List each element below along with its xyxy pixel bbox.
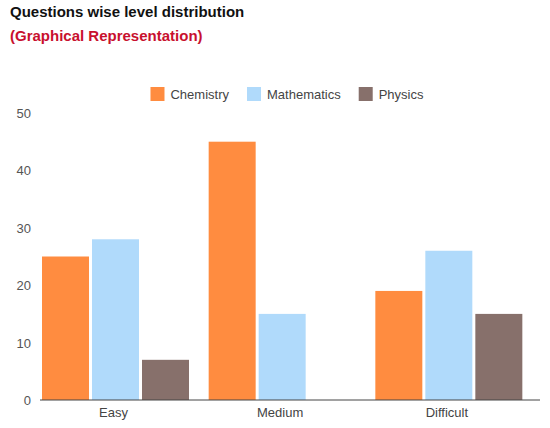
bar — [42, 257, 89, 401]
bar — [209, 142, 256, 400]
bar — [142, 360, 189, 400]
legend-swatch — [247, 87, 261, 101]
legend-swatch — [150, 87, 164, 101]
x-tick-label: Difficult — [426, 405, 469, 420]
y-tick-label: 50 — [17, 106, 31, 121]
bar — [475, 314, 522, 400]
bar — [425, 251, 472, 400]
chart: Questions wise level distribution (Graphi… — [0, 0, 550, 428]
y-tick-label: 10 — [17, 336, 31, 351]
y-tick-label: 40 — [17, 163, 31, 178]
x-tick-label: Medium — [257, 405, 303, 420]
x-tick-label: Easy — [99, 405, 128, 420]
title: Questions wise level distribution — [10, 3, 244, 20]
bars — [42, 142, 522, 400]
legend-swatch — [359, 87, 373, 101]
subtitle: (Graphical Representation) — [10, 27, 203, 44]
y-tick-label: 0 — [24, 393, 31, 408]
legend-label: Physics — [379, 87, 424, 102]
legend: Chemistry Mathematics Physics — [150, 87, 424, 102]
legend-label: Mathematics — [267, 87, 341, 102]
legend-label: Chemistry — [170, 87, 229, 102]
x-axis — [40, 400, 540, 401]
bar — [375, 291, 422, 400]
bar — [259, 314, 306, 400]
bar — [92, 239, 139, 400]
y-tick-label: 20 — [17, 278, 31, 293]
y-tick-label: 30 — [17, 221, 31, 236]
